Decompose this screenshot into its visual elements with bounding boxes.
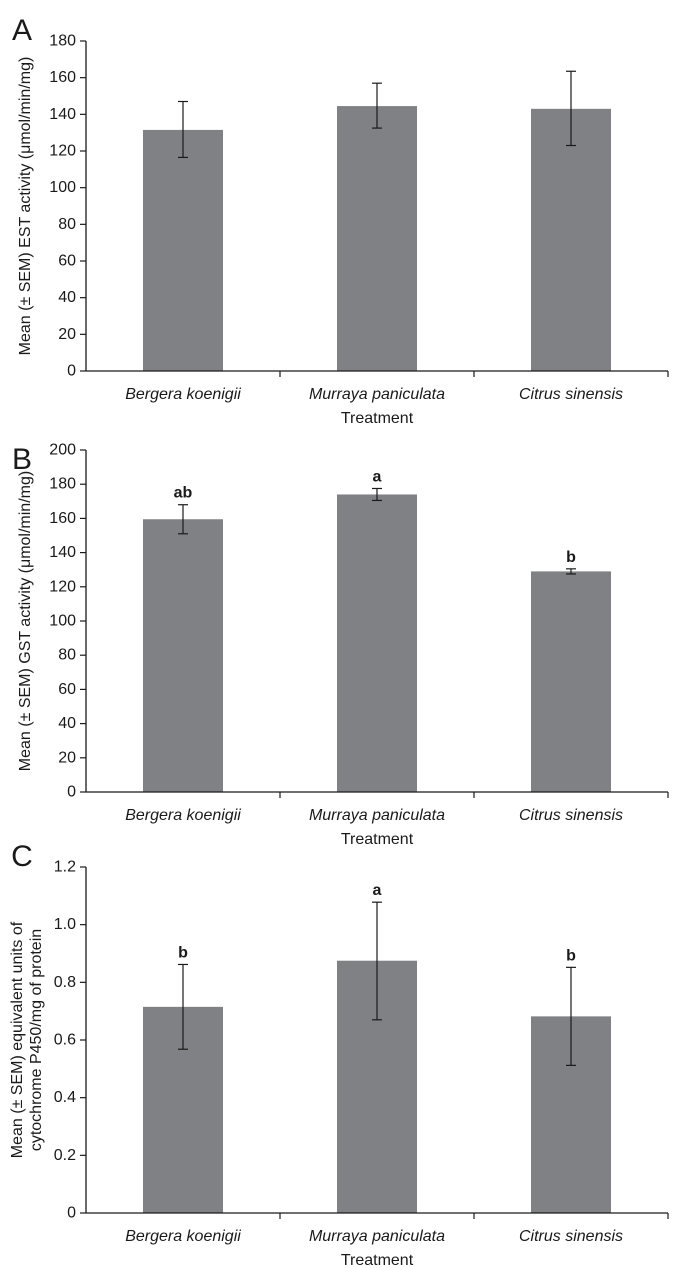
significance-label-1: b — [178, 944, 188, 961]
panel-label: A — [12, 14, 32, 47]
bar-2 — [337, 494, 417, 792]
chart-panel-a: A 0 20 40 60 80 100 120 140 160 180 Bergera koenigi… — [12, 14, 669, 427]
y-axis-title-line-2: cytochrome P450/mg of protein — [28, 929, 45, 1151]
x-axis-title: Treatment — [341, 410, 414, 427]
y-tick-label: 100 — [49, 613, 76, 630]
y-tick-label: 0 — [67, 784, 76, 801]
x-category-label: Citrus sinensis — [519, 807, 623, 824]
y-tick-label: 0.4 — [54, 1089, 76, 1106]
chart-panel-c: Cb a b 0 0.2 0.4 0.6 0.8 1.0 1.2 Bergera koenigii M… — [9, 840, 669, 1268]
y-axis-title-line-1: Mean (± SEM) equivalent units of — [9, 921, 26, 1158]
y-tick-label: 60 — [58, 253, 76, 270]
significance-label-3: b — [566, 549, 576, 566]
y-tick-label: 200 — [49, 442, 76, 459]
y-tick-label: 140 — [49, 106, 76, 123]
bar-1 — [143, 519, 223, 792]
y-tick-label: 40 — [58, 289, 76, 306]
bar-2 — [337, 106, 417, 371]
y-tick-label: 80 — [58, 647, 76, 664]
y-tick-label: 80 — [58, 216, 76, 233]
y-axis-title: Mean (± SEM) GST activity (μmol/min/mg) — [17, 471, 34, 771]
x-axis-title: Treatment — [341, 831, 414, 848]
y-tick-label: 0 — [67, 363, 76, 380]
y-tick-label: 160 — [49, 69, 76, 86]
x-category-label: Bergera koenigii — [125, 386, 241, 403]
y-tick-label: 100 — [49, 179, 76, 196]
y-tick-label: 0.6 — [54, 1032, 76, 1049]
x-axis-title: Treatment — [341, 1252, 414, 1268]
y-tick-label: 20 — [58, 326, 76, 343]
y-tick-label: 40 — [58, 715, 76, 732]
y-tick-label: 160 — [49, 510, 76, 527]
significance-label-3: b — [566, 947, 576, 964]
significance-label-1: ab — [174, 485, 193, 502]
x-category-label: Murraya paniculata — [309, 807, 445, 824]
x-category-label: Murraya paniculata — [309, 386, 445, 403]
bar-3 — [531, 571, 611, 792]
x-category-label: Citrus sinensis — [519, 386, 623, 403]
significance-label-2: a — [373, 468, 382, 485]
panel-label: C — [11, 840, 33, 873]
bar-1 — [143, 129, 223, 371]
y-tick-label: 1.0 — [54, 916, 76, 933]
y-tick-label: 120 — [49, 143, 76, 160]
significance-label-2: a — [373, 882, 382, 899]
x-category-label: Bergera koenigii — [125, 1228, 241, 1245]
y-tick-label: 60 — [58, 681, 76, 698]
y-tick-label: 0 — [67, 1205, 76, 1222]
x-category-label: Citrus sinensis — [519, 1228, 623, 1245]
y-tick-label: 120 — [49, 578, 76, 595]
x-category-label: Murraya paniculata — [309, 1228, 445, 1245]
y-tick-label: 180 — [49, 476, 76, 493]
y-tick-label: 0.8 — [54, 974, 76, 991]
y-tick-label: 0.2 — [54, 1147, 76, 1164]
y-tick-label: 1.2 — [54, 859, 76, 876]
y-tick-label: 140 — [49, 544, 76, 561]
chart-panel-b: Babab020406080100120140160180200Bergera … — [12, 442, 669, 848]
panel-label: B — [12, 443, 32, 476]
y-tick-label: 180 — [49, 33, 76, 50]
x-category-label: Bergera koenigii — [125, 807, 241, 824]
bar-3 — [531, 108, 611, 371]
y-tick-label: 20 — [58, 749, 76, 766]
y-axis-title: Mean (± SEM) EST activity (μmol/min/mg) — [17, 57, 34, 356]
